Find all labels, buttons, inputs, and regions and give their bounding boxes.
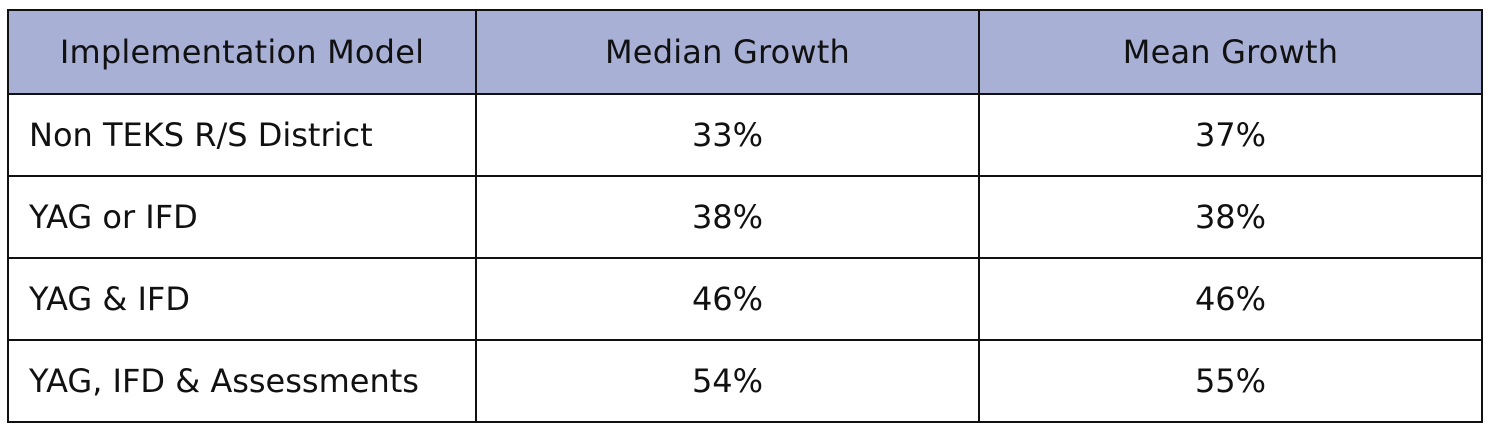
median-cell: 33% bbox=[475, 93, 980, 177]
median-cell: 46% bbox=[475, 257, 980, 341]
header-row: Implementation Model Median Growth Mean … bbox=[7, 9, 1483, 95]
table-body: Non TEKS R/S District 33% 37% YAG or IFD… bbox=[7, 93, 1483, 423]
table-header: Implementation Model Median Growth Mean … bbox=[7, 9, 1483, 95]
growth-table: Implementation Model Median Growth Mean … bbox=[7, 9, 1483, 423]
table-row: YAG & IFD 46% 46% bbox=[7, 257, 1483, 341]
table-row: YAG, IFD & Assessments 54% 55% bbox=[7, 339, 1483, 423]
mean-cell: 38% bbox=[978, 175, 1483, 259]
table-row: Non TEKS R/S District 33% 37% bbox=[7, 93, 1483, 177]
mean-cell: 55% bbox=[978, 339, 1483, 423]
header-implementation-model: Implementation Model bbox=[7, 9, 477, 95]
table-row: YAG or IFD 38% 38% bbox=[7, 175, 1483, 259]
model-cell: YAG or IFD bbox=[7, 175, 477, 259]
median-cell: 54% bbox=[475, 339, 980, 423]
header-median-growth: Median Growth bbox=[475, 9, 980, 95]
growth-table-container: Implementation Model Median Growth Mean … bbox=[7, 9, 1483, 423]
mean-cell: 46% bbox=[978, 257, 1483, 341]
median-cell: 38% bbox=[475, 175, 980, 259]
model-cell: YAG, IFD & Assessments bbox=[7, 339, 477, 423]
header-mean-growth: Mean Growth bbox=[978, 9, 1483, 95]
mean-cell: 37% bbox=[978, 93, 1483, 177]
model-cell: Non TEKS R/S District bbox=[7, 93, 477, 177]
model-cell: YAG & IFD bbox=[7, 257, 477, 341]
